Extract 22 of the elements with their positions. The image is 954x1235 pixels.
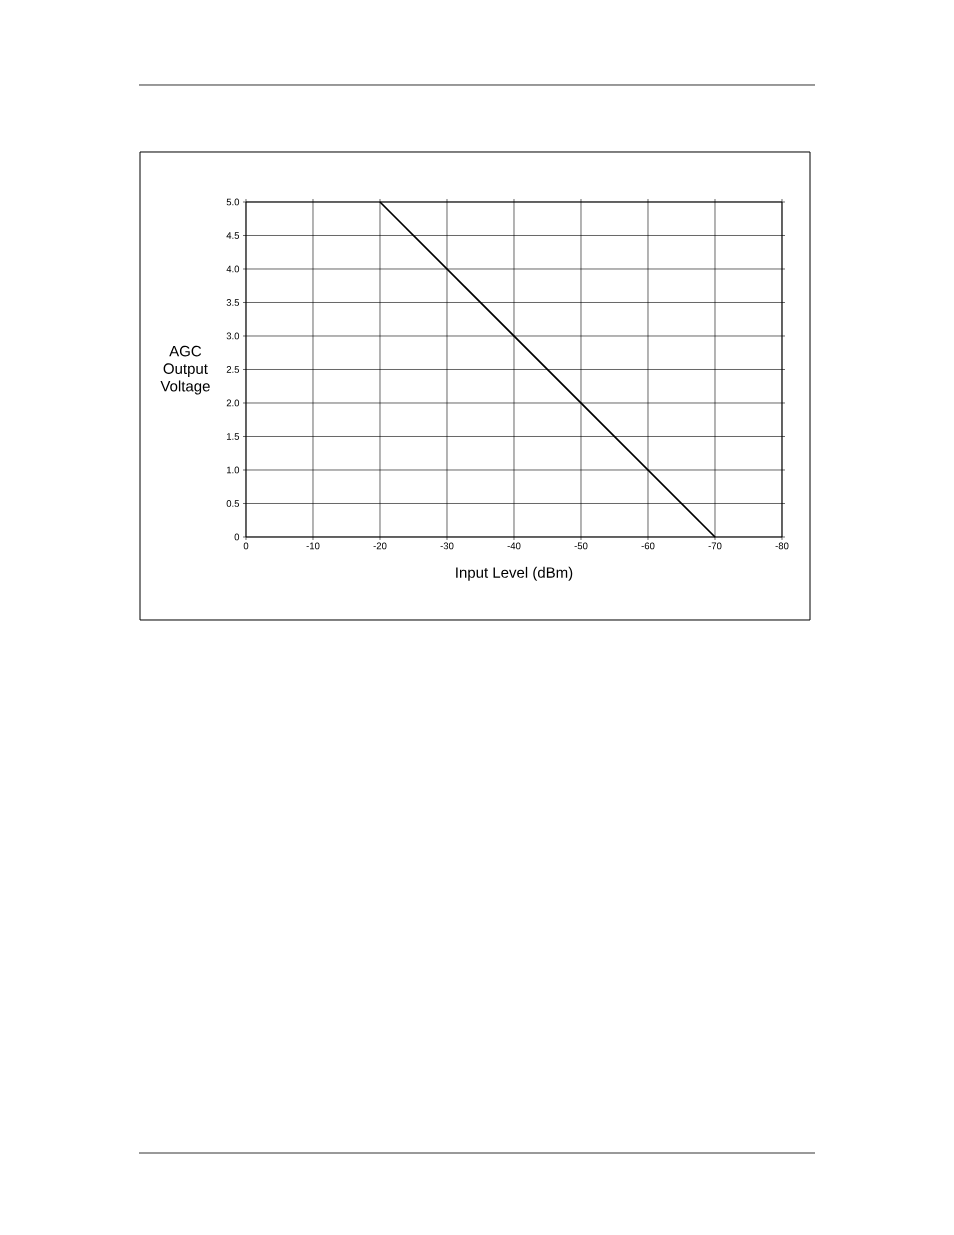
x-tick-label: -10 — [306, 542, 320, 550]
x-axis-title: Input Level (dBm) — [456, 566, 573, 581]
y-tick-label: 0 — [234, 533, 240, 541]
y-tick-label: 3.5 — [226, 299, 240, 306]
y-tick-label: 1.0 — [226, 466, 240, 474]
y-tick-label: 4.0 — [226, 265, 240, 273]
y-tick-label: 1.5 — [226, 433, 240, 440]
y-tick-label: 0.5 — [226, 500, 240, 507]
x-tick-label: -30 — [440, 542, 454, 550]
x-tick-label: -60 — [641, 542, 655, 550]
x-tick-label: -40 — [507, 542, 521, 550]
x-tick-label: -80 — [775, 542, 789, 550]
x-tick-label: -20 — [373, 542, 387, 550]
y-tick-label: 4.5 — [226, 232, 240, 239]
x-tick-label: -50 — [574, 542, 588, 550]
x-tick-label: 0 — [243, 542, 249, 550]
y-tick-label: 5.0 — [226, 198, 240, 206]
y-axis-title: AGC Output Voltage — [160, 345, 210, 395]
y-tick-label: 2.5 — [226, 366, 240, 373]
x-tick-label: -70 — [708, 542, 722, 550]
y-tick-label: 2.0 — [226, 399, 240, 407]
y-tick-label: 3.0 — [226, 332, 240, 340]
